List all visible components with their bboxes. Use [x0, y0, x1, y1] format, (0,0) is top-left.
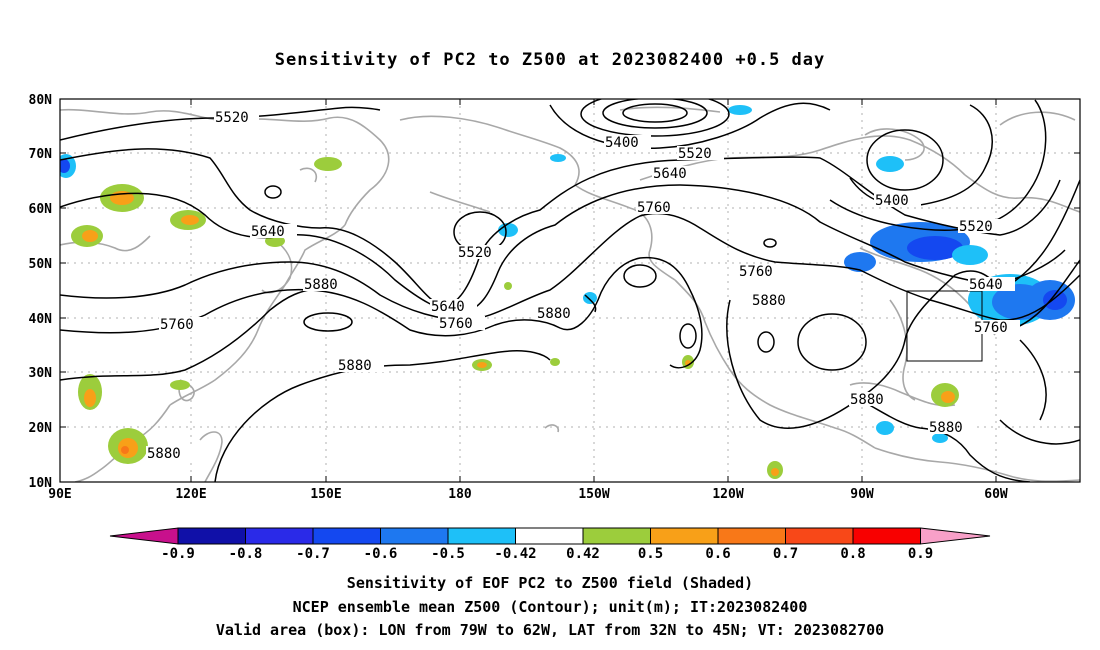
- lon-label: 150W: [578, 487, 609, 502]
- contour-label: 5640: [431, 299, 465, 315]
- contour-labels: 5520 5400 5520 5640 5760 5400 5520 5640 …: [146, 110, 1020, 462]
- map-frame: [59, 98, 1081, 483]
- contour-label: 5760: [739, 264, 773, 280]
- colorbar-segment: [515, 527, 584, 545]
- contour-label: 5880: [752, 293, 786, 309]
- caption-valid-area: Valid area (box): LON from 79W to 62W, L…: [215, 621, 885, 639]
- colorbar-segment: [312, 527, 381, 545]
- lat-label: 10N: [29, 476, 53, 491]
- contour-label: 5880: [850, 392, 884, 408]
- colorbar-label: -0.6: [364, 546, 398, 562]
- page-title: Sensitivity of PC2 to Z500 at 2023082400…: [274, 50, 826, 70]
- colorbar-label: -0.42: [494, 546, 536, 562]
- lon-label: 120W: [712, 487, 743, 502]
- longitude-labels: 90E 120E 150E 180 150W 120W 90W 60W: [48, 487, 1008, 502]
- colorbar-segment: [582, 527, 651, 545]
- lon-label: 180: [448, 487, 472, 502]
- contour-label: 5520: [959, 219, 993, 235]
- contour-label: 5880: [537, 306, 571, 322]
- contour-label: 5640: [251, 224, 285, 240]
- lon-label: 120E: [175, 487, 206, 502]
- contour-label: 5640: [969, 277, 1003, 293]
- contour-label: 5520: [678, 146, 712, 162]
- contour-label: 5880: [304, 277, 338, 293]
- contour-label: 5880: [147, 446, 181, 462]
- colorbar-label: 0.5: [638, 546, 663, 562]
- colorbar: -0.9 -0.8 -0.7 -0.6 -0.5 -0.42 0.42 0.5 …: [109, 527, 991, 562]
- colorbar-segment: [717, 527, 786, 545]
- colorbar-over-triangle: [920, 527, 991, 545]
- contour-label: 5880: [338, 358, 372, 374]
- colorbar-label: -0.5: [431, 546, 465, 562]
- contour-label: 5760: [637, 200, 671, 216]
- lat-label: 30N: [29, 366, 53, 381]
- caption-shading: Sensitivity of EOF PC2 to Z500 field (Sh…: [346, 574, 754, 592]
- colorbar-segment: [447, 527, 516, 545]
- lat-label: 50N: [29, 257, 53, 272]
- colorbar-label: 0.7: [773, 546, 798, 562]
- lon-label: 60W: [984, 487, 1008, 502]
- contour-label: 5760: [160, 317, 194, 333]
- z500-contours: [60, 99, 1080, 482]
- sensitivity-shading: [60, 105, 1075, 479]
- colorbar-label: 0.9: [908, 546, 933, 562]
- contour-label: 5640: [653, 166, 687, 182]
- caption-contour: NCEP ensemble mean Z500 (Contour); unit(…: [292, 598, 808, 616]
- lat-label: 60N: [29, 202, 53, 217]
- colorbar-label: -0.8: [229, 546, 263, 562]
- contour-label: 5760: [439, 316, 473, 332]
- colorbar-segment: [245, 527, 314, 545]
- colorbar-segment: [852, 527, 921, 545]
- colorbar-label: -0.7: [296, 546, 330, 562]
- contour-label: 5760: [974, 320, 1008, 336]
- contour-label: 5520: [458, 245, 492, 261]
- lon-label: 90E: [48, 487, 71, 502]
- colorbar-under-triangle: [109, 527, 179, 545]
- colorbar-label: 0.42: [566, 546, 600, 562]
- contour-label: 5880: [929, 420, 963, 436]
- lat-label: 70N: [29, 147, 53, 162]
- contour-label: 5400: [605, 135, 639, 151]
- lat-label: 40N: [29, 312, 53, 327]
- lon-label: 90W: [850, 487, 874, 502]
- colorbar-segment: [785, 527, 854, 545]
- lat-label: 80N: [29, 93, 53, 108]
- colorbar-label: -0.9: [161, 546, 195, 562]
- contour-label: 5520: [215, 110, 249, 126]
- lat-label: 20N: [29, 421, 53, 436]
- colorbar-segment: [177, 527, 246, 545]
- negative-sensitivity-patches: [60, 105, 1075, 443]
- gridlines: [60, 99, 1080, 482]
- axis-ticks: [60, 98, 1080, 482]
- latitude-labels: 80N 70N 60N 50N 40N 30N 20N 10N: [29, 93, 53, 491]
- colorbar-segment: [650, 527, 719, 545]
- colorbar-label: 0.6: [705, 546, 730, 562]
- colorbar-label: 0.8: [840, 546, 865, 562]
- positive-sensitivity-patches: [71, 157, 959, 479]
- colorbar-segment: [380, 527, 449, 545]
- contour-label: 5400: [875, 193, 909, 209]
- lon-label: 150E: [310, 487, 341, 502]
